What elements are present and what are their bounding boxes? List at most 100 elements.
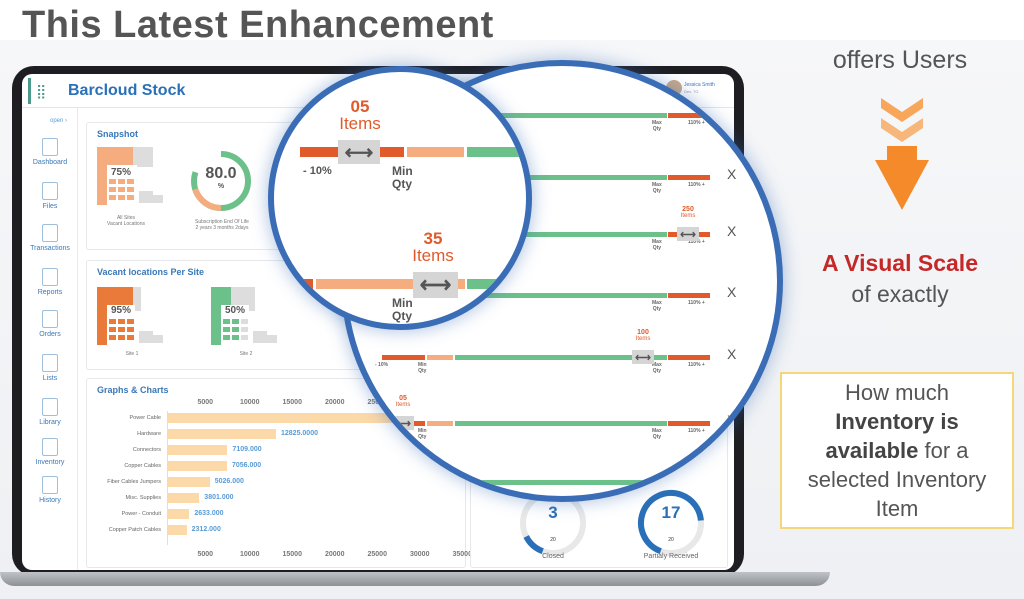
sidebar-item-label: Lists	[42, 375, 58, 382]
max-qty-label: Max Qty	[652, 362, 662, 374]
drag-handle-icon[interactable]: ⟷	[338, 140, 380, 164]
bar-value: 7056.000	[231, 462, 262, 469]
sidebar-item-label: Dashboard	[32, 159, 68, 166]
plus-110-label: 110% +	[688, 428, 705, 434]
bar	[167, 429, 276, 439]
qty-label: Qty	[652, 367, 662, 374]
scale-segment-peach	[427, 355, 453, 360]
qty-label: Qty	[652, 244, 662, 251]
sidebar-item-transactions[interactable]: Transactions	[22, 224, 84, 252]
check-circle-icon	[42, 224, 58, 242]
sidebar-item-dashboard[interactable]: Dashboard	[22, 138, 84, 166]
sidebar-item-label: Reports	[37, 289, 63, 296]
drag-handle-icon[interactable]: ⟷	[677, 227, 699, 241]
progress-gauge	[635, 487, 707, 564]
bar-chart-icon	[42, 268, 58, 286]
box-line: Item	[875, 496, 919, 521]
book-icon	[42, 476, 58, 494]
remove-x-button[interactable]: X	[727, 166, 737, 182]
scale-segment-green	[455, 232, 667, 237]
remove-x-button[interactable]: X	[727, 412, 737, 428]
qty-label: Qty	[392, 309, 413, 324]
sidebar-item-library[interactable]: Library	[22, 398, 84, 426]
max-qty-label: Max Qty	[652, 428, 662, 440]
sidebar-item-lists[interactable]: Lists	[22, 354, 84, 382]
minus-10-label: - 10%	[303, 165, 332, 177]
accent-bar	[28, 78, 31, 104]
bar-label: Power - Conduit	[121, 511, 161, 517]
sidebar-item-history[interactable]: History	[22, 476, 84, 504]
scale-segment-red	[668, 355, 710, 360]
min-label: Min	[392, 164, 413, 178]
sidebar-item-label: Orders	[39, 331, 61, 338]
items-label: Items	[395, 402, 411, 408]
sidebar-item-label: Transactions	[30, 245, 70, 252]
building-icon	[97, 287, 167, 352]
max-qty-label: Max Qty	[652, 239, 662, 251]
bar-label: Misc. Supplies	[125, 495, 161, 501]
axis-tick-top: 20000	[325, 399, 345, 406]
bar	[167, 493, 200, 503]
plus-110-label: 110% +	[688, 120, 705, 126]
qty-label: Qty	[652, 433, 662, 440]
qty-label: Qty	[652, 125, 662, 132]
user-name[interactable]: Jessica Smith	[684, 82, 715, 88]
vacant-label: All Sites Vacant Locations	[91, 215, 161, 227]
min-label: Min	[392, 296, 413, 310]
info-box: How much Inventory is available for a se…	[780, 372, 1014, 529]
max-qty-label: Max Qty	[652, 300, 662, 312]
building-icon	[211, 287, 281, 352]
site-percent: 50%	[225, 305, 246, 316]
min-label: Min	[418, 428, 427, 434]
item-count-label: 05 Items	[320, 98, 400, 132]
axis-tick-top: 15000	[282, 399, 302, 406]
app-title: Barcloud Stock	[68, 82, 186, 99]
bar-value: 3801.000	[204, 494, 234, 501]
items-label: Items	[680, 213, 696, 219]
scale-segment-red	[668, 421, 710, 426]
site-label: Site 2	[239, 351, 253, 357]
scale-segment-green	[467, 147, 526, 157]
sidebar-item-files[interactable]: Files	[22, 182, 84, 210]
item-count: 250	[682, 206, 694, 213]
vacant-label-1: All Sites	[116, 215, 136, 221]
drag-handle-icon[interactable]: ⟷	[632, 350, 654, 364]
box-line: How much	[845, 380, 949, 405]
user-role: Dev. TG	[684, 89, 699, 94]
scale-segment-red	[380, 147, 404, 157]
vacant-title: Vacant locations Per Site	[97, 267, 205, 277]
items-label: Items	[412, 246, 454, 265]
scale-segment-red	[300, 147, 340, 157]
plus-110-label: 110% +	[688, 362, 705, 368]
scale-segment-red	[382, 355, 425, 360]
sidebar-item-label: Files	[42, 203, 58, 210]
open-sidebar-link[interactable]: open ›	[50, 118, 68, 124]
min-qty-label: Min Qty	[392, 296, 413, 324]
scale-segment-peach	[316, 279, 413, 289]
remove-x-button[interactable]: X	[727, 346, 737, 362]
min-label: Min	[418, 362, 427, 368]
drag-handle-icon[interactable]: ⟷	[392, 416, 414, 430]
items-label: Items	[635, 336, 651, 342]
vacant-label-2: Vacant Locations	[107, 221, 145, 227]
axis-tick-bottom: 25000	[367, 551, 387, 558]
sidebar-item-label: History	[39, 497, 61, 504]
remove-x-button[interactable]: X	[727, 284, 737, 300]
site-percent: 95%	[111, 305, 132, 316]
plus-110-label: 110% +	[688, 239, 705, 245]
remove-x-button[interactable]: X	[727, 223, 737, 239]
box-icon	[42, 438, 58, 456]
sidebar-item-reports[interactable]: Reports	[22, 268, 84, 296]
drag-handle-icon[interactable]: ⟷	[413, 272, 458, 298]
max-qty-label: Max Qty	[652, 120, 662, 132]
bar-value: 7109.000	[232, 446, 262, 453]
apps-grid-icon[interactable]: ⣿	[36, 83, 48, 99]
home-icon	[42, 138, 58, 156]
sidebar-item-orders[interactable]: Orders	[22, 310, 84, 338]
bar	[167, 445, 228, 455]
visual-scale-text: A Visual Scale	[822, 250, 978, 276]
sidebar-item-inventory[interactable]: Inventory	[22, 438, 84, 466]
item-count-label: 35 Items	[393, 230, 473, 264]
gauge-label-1: Subscription End Of Life	[195, 219, 249, 225]
item-count-label: 05 Items	[383, 395, 423, 408]
